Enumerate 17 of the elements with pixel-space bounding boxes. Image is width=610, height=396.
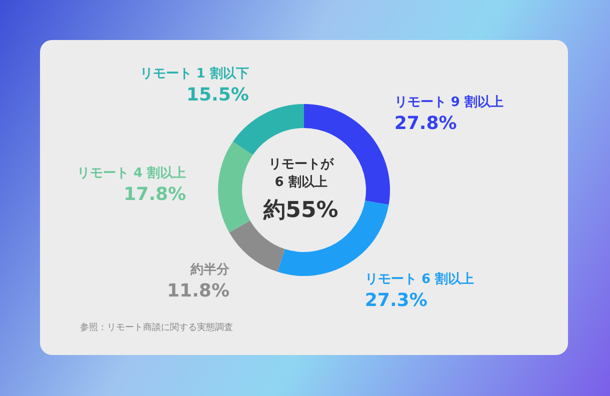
text: リモートが xyxy=(268,157,334,172)
slice-label: リモート 1 割以下 xyxy=(140,66,249,82)
data-label: 17.8% xyxy=(124,184,186,206)
slice-label: リモート 4 割以上 xyxy=(76,165,186,182)
data-label: 11.8% xyxy=(167,280,230,302)
donut-slice xyxy=(232,104,304,156)
slice-label: リモート 9 割以上 xyxy=(394,94,504,110)
text: 参照：リモート商談に関する実態調査 xyxy=(80,323,233,333)
data-label: 27.3% xyxy=(364,290,428,312)
slice-label: リモート 6 割以上 xyxy=(364,271,474,288)
data-label: 27.8% xyxy=(394,113,457,134)
data-label: 15.5% xyxy=(186,84,249,106)
donut-slice xyxy=(218,142,253,233)
donut-slice xyxy=(229,220,285,272)
text: 約55% xyxy=(264,198,338,223)
text: 6 割以上 xyxy=(274,175,328,190)
slice-label: 約半分 xyxy=(189,262,230,278)
